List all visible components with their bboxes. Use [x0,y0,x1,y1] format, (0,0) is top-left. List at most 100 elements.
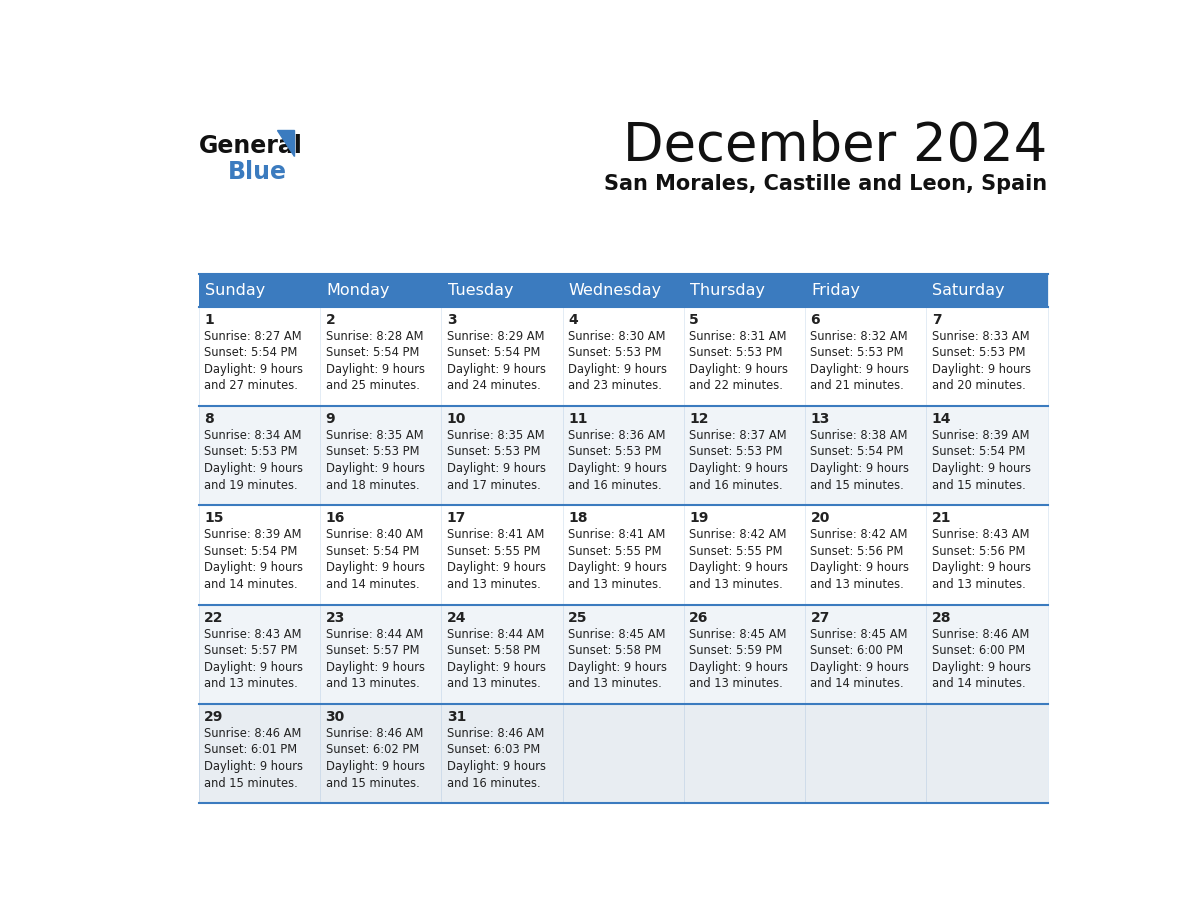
Polygon shape [277,130,295,155]
Text: Daylight: 9 hours: Daylight: 9 hours [689,661,788,674]
Bar [563,307,684,406]
Bar [441,274,563,307]
Text: 12: 12 [689,412,709,426]
Text: Daylight: 9 hours: Daylight: 9 hours [689,462,788,475]
Text: Sunrise: 8:35 AM: Sunrise: 8:35 AM [326,429,423,442]
Text: Sunset: 5:57 PM: Sunset: 5:57 PM [326,644,419,657]
Text: 15: 15 [204,511,223,525]
Bar [684,406,805,505]
Text: and 13 minutes.: and 13 minutes. [689,677,783,690]
Text: and 13 minutes.: and 13 minutes. [326,677,419,690]
Bar [563,704,684,803]
Text: and 21 minutes.: and 21 minutes. [810,379,904,392]
Text: Sunrise: 8:33 AM: Sunrise: 8:33 AM [931,330,1029,342]
Bar [563,406,684,505]
Text: 8: 8 [204,412,214,426]
Text: Sunrise: 8:41 AM: Sunrise: 8:41 AM [447,528,544,542]
Text: Sunset: 5:55 PM: Sunset: 5:55 PM [447,544,541,558]
Text: Daylight: 9 hours: Daylight: 9 hours [204,363,303,375]
Text: Daylight: 9 hours: Daylight: 9 hours [204,462,303,475]
Text: 3: 3 [447,313,456,327]
Bar [198,406,320,505]
Text: and 17 minutes.: and 17 minutes. [447,478,541,492]
Text: 27: 27 [810,610,830,624]
Text: and 14 minutes.: and 14 minutes. [326,578,419,591]
Bar [198,307,320,406]
Text: 25: 25 [568,610,588,624]
Text: Sunrise: 8:34 AM: Sunrise: 8:34 AM [204,429,302,442]
Text: 13: 13 [810,412,830,426]
Text: 28: 28 [931,610,952,624]
Text: Sunrise: 8:43 AM: Sunrise: 8:43 AM [204,628,302,641]
Bar [563,604,684,704]
Text: Sunrise: 8:29 AM: Sunrise: 8:29 AM [447,330,544,342]
Text: and 24 minutes.: and 24 minutes. [447,379,541,392]
Text: 20: 20 [810,511,830,525]
Text: 11: 11 [568,412,588,426]
Text: 29: 29 [204,710,223,724]
Bar [927,307,1048,406]
Bar [320,274,441,307]
Text: 24: 24 [447,610,466,624]
Text: Sunset: 5:53 PM: Sunset: 5:53 PM [447,445,541,458]
Text: Sunrise: 8:43 AM: Sunrise: 8:43 AM [931,528,1029,542]
Text: Daylight: 9 hours: Daylight: 9 hours [326,661,424,674]
Text: Sunrise: 8:42 AM: Sunrise: 8:42 AM [810,528,908,542]
Bar [320,505,441,604]
Text: and 14 minutes.: and 14 minutes. [931,677,1025,690]
Text: and 14 minutes.: and 14 minutes. [204,578,298,591]
Text: Sunrise: 8:45 AM: Sunrise: 8:45 AM [810,628,908,641]
Bar [198,274,320,307]
Bar [805,274,927,307]
Text: Sunset: 5:58 PM: Sunset: 5:58 PM [447,644,541,657]
Text: and 23 minutes.: and 23 minutes. [568,379,662,392]
Text: 5: 5 [689,313,699,327]
Text: 23: 23 [326,610,345,624]
Text: Sunset: 5:59 PM: Sunset: 5:59 PM [689,644,783,657]
Text: Sunrise: 8:28 AM: Sunrise: 8:28 AM [326,330,423,342]
Text: 7: 7 [931,313,941,327]
Text: Daylight: 9 hours: Daylight: 9 hours [447,661,545,674]
Text: and 13 minutes.: and 13 minutes. [447,677,541,690]
Bar [684,604,805,704]
Text: 26: 26 [689,610,708,624]
Text: 10: 10 [447,412,466,426]
Text: Daylight: 9 hours: Daylight: 9 hours [810,661,910,674]
Text: Sunday: Sunday [206,283,265,297]
Text: Sunrise: 8:41 AM: Sunrise: 8:41 AM [568,528,665,542]
Text: Sunrise: 8:46 AM: Sunrise: 8:46 AM [447,727,544,740]
Bar [927,604,1048,704]
Text: and 13 minutes.: and 13 minutes. [447,578,541,591]
Text: 4: 4 [568,313,577,327]
Text: Tuesday: Tuesday [448,283,513,297]
Text: Thursday: Thursday [690,283,765,297]
Text: 1: 1 [204,313,214,327]
Text: Daylight: 9 hours: Daylight: 9 hours [447,462,545,475]
Text: Daylight: 9 hours: Daylight: 9 hours [931,562,1031,575]
Text: Sunset: 5:56 PM: Sunset: 5:56 PM [810,544,904,558]
Text: Sunrise: 8:36 AM: Sunrise: 8:36 AM [568,429,665,442]
Text: and 16 minutes.: and 16 minutes. [447,777,541,789]
Text: Sunrise: 8:31 AM: Sunrise: 8:31 AM [689,330,786,342]
Text: San Morales, Castille and Leon, Spain: San Morales, Castille and Leon, Spain [605,174,1048,194]
Text: and 19 minutes.: and 19 minutes. [204,478,298,492]
Text: Daylight: 9 hours: Daylight: 9 hours [326,462,424,475]
Bar [927,274,1048,307]
Text: and 13 minutes.: and 13 minutes. [810,578,904,591]
Bar [320,406,441,505]
Text: and 15 minutes.: and 15 minutes. [204,777,298,789]
Text: Daylight: 9 hours: Daylight: 9 hours [568,562,666,575]
Text: Sunset: 6:00 PM: Sunset: 6:00 PM [931,644,1025,657]
Text: Sunset: 5:53 PM: Sunset: 5:53 PM [689,445,783,458]
Text: December 2024: December 2024 [624,119,1048,172]
Text: Sunrise: 8:40 AM: Sunrise: 8:40 AM [326,528,423,542]
Text: Sunrise: 8:42 AM: Sunrise: 8:42 AM [689,528,786,542]
Text: Daylight: 9 hours: Daylight: 9 hours [810,562,910,575]
Text: and 22 minutes.: and 22 minutes. [689,379,783,392]
Text: and 15 minutes.: and 15 minutes. [326,777,419,789]
Text: Daylight: 9 hours: Daylight: 9 hours [447,363,545,375]
Text: Sunset: 5:53 PM: Sunset: 5:53 PM [204,445,298,458]
Text: Sunrise: 8:44 AM: Sunrise: 8:44 AM [447,628,544,641]
Text: and 14 minutes.: and 14 minutes. [810,677,904,690]
Bar [320,307,441,406]
